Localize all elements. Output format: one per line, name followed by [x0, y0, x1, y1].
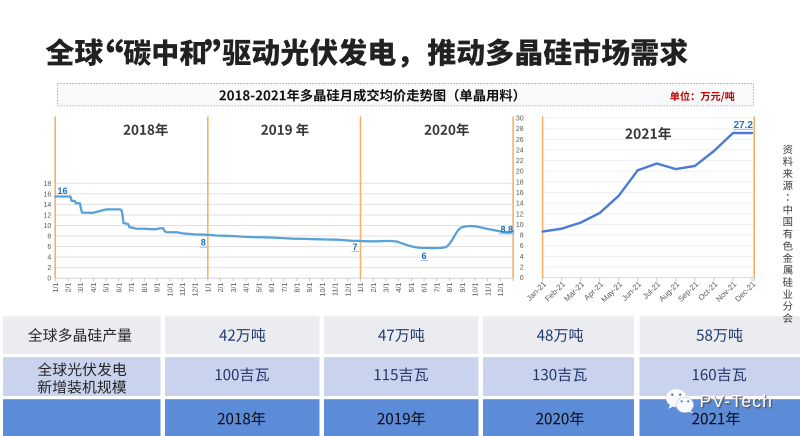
- svg-text:12: 12: [516, 211, 524, 218]
- svg-text:26: 26: [516, 137, 524, 144]
- svg-text:4/1: 4/1: [89, 283, 98, 293]
- svg-text:2/1: 2/1: [64, 283, 73, 293]
- svg-text:1/1: 1/1: [356, 283, 365, 293]
- svg-text:8/1: 8/1: [445, 283, 454, 293]
- svg-text:16: 16: [516, 190, 524, 197]
- svg-text:9/1: 9/1: [153, 283, 162, 293]
- svg-text:5/1: 5/1: [407, 283, 416, 293]
- svg-text:10: 10: [516, 222, 524, 229]
- svg-text:27.2: 27.2: [733, 120, 753, 131]
- svg-text:0: 0: [520, 275, 524, 282]
- svg-text:22: 22: [516, 158, 524, 165]
- svg-text:7/1: 7/1: [432, 283, 441, 293]
- svg-text:12/1: 12/1: [496, 283, 505, 297]
- svg-text:12/1: 12/1: [343, 283, 352, 297]
- svg-text:24: 24: [516, 147, 524, 154]
- svg-text:10/1: 10/1: [318, 283, 327, 297]
- svg-text:8: 8: [520, 233, 524, 240]
- svg-text:16: 16: [44, 191, 52, 198]
- svg-text:1/1: 1/1: [203, 283, 212, 293]
- svg-text:8/1: 8/1: [140, 283, 149, 293]
- svg-text:0: 0: [47, 276, 51, 283]
- svg-text:10/1: 10/1: [471, 283, 480, 297]
- svg-text:6: 6: [520, 243, 524, 250]
- svg-text:3/1: 3/1: [229, 283, 238, 293]
- svg-text:8: 8: [201, 238, 206, 248]
- svg-text:11/1: 11/1: [331, 283, 340, 296]
- svg-text:11/1: 11/1: [178, 283, 187, 296]
- svg-text:18: 18: [44, 181, 52, 188]
- svg-text:20: 20: [516, 169, 524, 176]
- svg-text:8.8: 8.8: [501, 224, 514, 234]
- svg-text:12/1: 12/1: [191, 283, 200, 297]
- svg-text:10/1: 10/1: [165, 283, 174, 297]
- svg-text:3/1: 3/1: [76, 283, 85, 293]
- svg-text:9/1: 9/1: [305, 283, 314, 293]
- svg-text:12: 12: [44, 212, 52, 219]
- svg-text:1/1: 1/1: [51, 283, 60, 293]
- svg-text:30: 30: [516, 116, 524, 123]
- svg-text:7: 7: [352, 242, 357, 252]
- svg-text:8/1: 8/1: [292, 283, 301, 293]
- svg-text:7/1: 7/1: [280, 283, 289, 293]
- svg-text:16: 16: [57, 186, 67, 196]
- svg-text:6: 6: [421, 251, 426, 261]
- svg-text:7/1: 7/1: [127, 283, 136, 293]
- svg-text:4: 4: [47, 255, 51, 262]
- svg-text:5/1: 5/1: [254, 283, 263, 293]
- svg-text:4/1: 4/1: [394, 283, 403, 293]
- svg-text:28: 28: [516, 126, 524, 133]
- svg-text:6/1: 6/1: [420, 283, 429, 293]
- svg-text:18: 18: [516, 179, 524, 186]
- svg-text:2: 2: [47, 265, 51, 272]
- svg-text:9/1: 9/1: [458, 283, 467, 293]
- svg-text:8: 8: [47, 234, 51, 241]
- svg-text:4: 4: [520, 254, 524, 261]
- svg-text:10: 10: [44, 223, 52, 230]
- svg-text:2: 2: [520, 264, 524, 271]
- svg-text:2/1: 2/1: [369, 283, 378, 293]
- svg-text:14: 14: [516, 201, 524, 208]
- svg-text:14: 14: [44, 202, 52, 209]
- svg-text:6/1: 6/1: [114, 283, 123, 293]
- svg-text:4/1: 4/1: [242, 283, 251, 293]
- svg-text:3/1: 3/1: [382, 283, 391, 293]
- svg-text:11/1: 11/1: [483, 283, 492, 296]
- svg-text:6/1: 6/1: [267, 283, 276, 293]
- svg-text:2/1: 2/1: [216, 283, 225, 293]
- svg-text:6: 6: [47, 244, 51, 251]
- svg-text:5/1: 5/1: [102, 283, 111, 293]
